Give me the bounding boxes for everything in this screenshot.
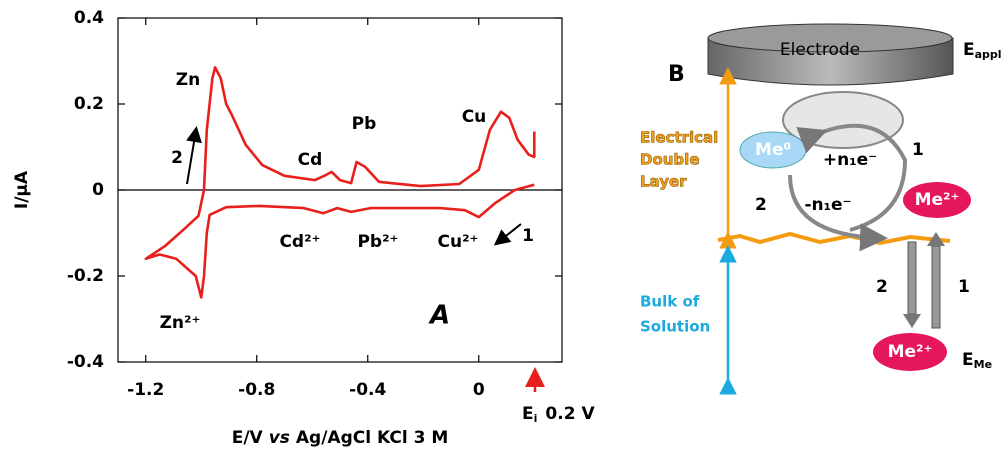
peak-label: Cu²⁺ (438, 232, 479, 252)
y-tick-label: 0.4 (74, 8, 104, 28)
transport-down-head (903, 314, 921, 328)
start-text: 0.2 V (545, 404, 595, 424)
equilibrium-potential: EMe (962, 350, 992, 371)
surface-ion-label: Me²⁺ (915, 190, 960, 210)
electrode-diagram: B Electrode Eappl Electrical Double Laye… (640, 24, 1002, 382)
double-layer-label: Electrical (640, 129, 718, 147)
x-tick-label: -1.2 (127, 380, 164, 400)
start-symbol: E (522, 404, 534, 424)
electrode-surface (783, 92, 903, 148)
x-tick-label: -0.4 (349, 380, 386, 400)
metal-label: Me⁰ (755, 140, 791, 160)
e-me-subscript: Me (974, 358, 992, 371)
y-tick-label: 0 (92, 180, 104, 200)
figure: I/µA E/Vvs Ag/AgCl KCl 3 M A Ei 0.2 V -0.4… (0, 0, 1004, 452)
x-label-vs: vs (269, 428, 290, 448)
y-tick-label: -0.4 (67, 352, 104, 372)
e-me-symbol: E (962, 350, 974, 370)
step-label: 2 (755, 195, 767, 215)
peak-label: Cd (298, 150, 323, 170)
transport-down (908, 242, 916, 314)
bulk-label: Bulk of (640, 293, 700, 311)
peak-label: Cu (462, 107, 487, 127)
peak-label: Zn²⁺ (160, 313, 201, 333)
peak-label: Pb (352, 114, 377, 134)
y-tick-label: 0.2 (74, 94, 104, 114)
peak-label: 1 (522, 226, 534, 246)
y-tick-label: -0.2 (67, 266, 104, 286)
start-subscript: i (534, 412, 538, 425)
panel-label: B (668, 62, 685, 87)
scan-arrow (187, 130, 196, 184)
step-label: 2 (876, 277, 888, 297)
double-layer-label: Double (640, 151, 700, 169)
electrode-label: Electrode (780, 40, 860, 60)
step-label: 1 (912, 140, 924, 160)
peak-label: Zn (176, 70, 200, 90)
x-tick-label: 0 (473, 380, 485, 400)
cv-curve (146, 67, 535, 297)
transport-up (932, 246, 940, 328)
y-axis-label: I/µA (12, 170, 32, 209)
x-tick-label: -0.8 (238, 380, 275, 400)
scan-arrow (497, 224, 521, 243)
start-potential: Ei 0.2 V (522, 404, 595, 425)
e-appl-symbol: E (963, 40, 975, 60)
applied-potential: Eappl (963, 40, 1002, 61)
x-label-reference: Ag/AgCl KCl 3 M (296, 428, 448, 448)
e-appl-subscript: appl (975, 48, 1002, 61)
bulk-label: Solution (640, 318, 710, 336)
bulk-ion-label: Me²⁺ (888, 342, 933, 362)
peak-label: Cd²⁺ (279, 232, 320, 252)
panel-label: A (428, 301, 450, 331)
peak-label: Pb²⁺ (357, 232, 398, 252)
peak-label: 2 (171, 148, 183, 168)
oxidation-label: +n₁e⁻ (823, 150, 877, 170)
double-layer-label: Layer (640, 173, 687, 191)
x-label-quantity: E/V (232, 428, 264, 448)
step-label: 1 (958, 277, 970, 297)
reduction-label: -n₁e⁻ (804, 195, 851, 215)
